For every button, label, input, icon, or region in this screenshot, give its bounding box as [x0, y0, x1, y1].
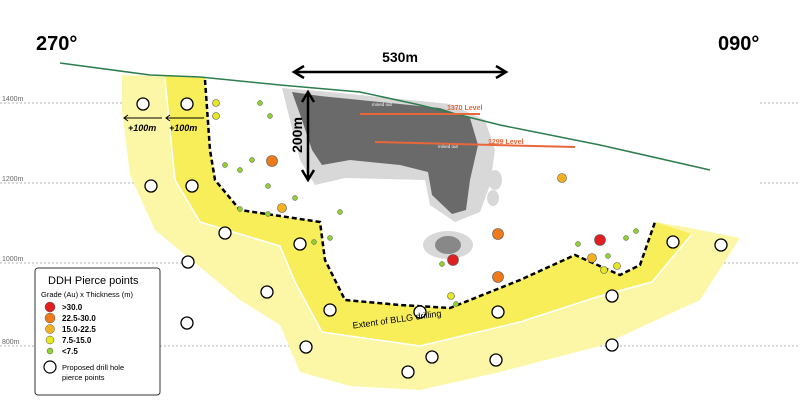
- pierce-point: [249, 157, 255, 163]
- mined-label: mined out: [438, 144, 459, 149]
- pierce-point: [623, 235, 629, 241]
- pierce-point: [491, 305, 505, 319]
- pierce-point: [413, 305, 427, 319]
- pierce-point: [613, 262, 621, 270]
- pierce-point: [492, 228, 504, 240]
- pierce-point: [180, 316, 194, 330]
- pierce-point: [447, 292, 455, 300]
- pierce-point: [453, 301, 459, 307]
- pierce-point: [144, 179, 158, 193]
- legend-item: 15.0-22.5: [62, 325, 96, 334]
- pierce-point: [633, 228, 639, 234]
- elevation-label: 1400m: [2, 96, 24, 103]
- elevation-label: 1200m: [2, 176, 24, 183]
- pierce-point: [266, 155, 278, 167]
- mined-stopes: [292, 92, 478, 214]
- pierce-point: [265, 211, 271, 217]
- level-label: 1370 Level: [447, 105, 482, 112]
- pierce-point: [293, 237, 307, 251]
- pierce-point: [212, 99, 220, 107]
- azimuth-label: 270°: [36, 33, 77, 55]
- pierce-point: [605, 338, 619, 352]
- pierce-point: [401, 365, 415, 379]
- pierce-point: [136, 97, 150, 111]
- level-label: 1299 Level: [488, 139, 523, 146]
- pierce-point: [600, 266, 608, 274]
- dimension-arrows: [291, 64, 509, 183]
- topography: [59, 62, 711, 171]
- width-label: 530m: [382, 49, 418, 65]
- pierce-point: [489, 353, 503, 367]
- legend: DDH Pierce points Grade (Au) x Thickness…: [34, 267, 161, 396]
- pierce-point: [605, 289, 619, 303]
- extent-line: [203, 79, 657, 310]
- pierce-point: [267, 113, 273, 119]
- legend-subtitle: Grade (Au) x Thickness (m): [41, 290, 133, 299]
- pierce-point: [492, 271, 504, 283]
- offset-label: +100m: [169, 123, 197, 133]
- pierce-points: [136, 97, 728, 379]
- legend-item: 22.5-30.0: [62, 314, 96, 323]
- pierce-point: [327, 235, 333, 241]
- pierce-point: [265, 183, 271, 189]
- pierce-point: [277, 203, 287, 213]
- elevation-label: 1000m: [2, 256, 24, 263]
- offset-label: +100m: [128, 123, 156, 133]
- pierce-point: [260, 285, 274, 299]
- pierce-point: [557, 173, 567, 183]
- level-lines: [360, 113, 576, 148]
- pierce-point: [666, 235, 680, 249]
- legend-item: 7.5-15.0: [62, 336, 92, 345]
- pierce-point: [594, 234, 606, 246]
- pierce-point: [185, 179, 199, 193]
- pierce-point: [439, 261, 445, 267]
- pierce-point: [299, 340, 313, 354]
- mined-label: mined out: [372, 102, 393, 107]
- pierce-point: [337, 209, 343, 215]
- pierce-point: [222, 162, 228, 168]
- pierce-point: [323, 303, 337, 317]
- pierce-point: [292, 195, 298, 201]
- pierce-point: [311, 239, 317, 245]
- legend-box: [34, 267, 161, 396]
- legend-item: pierce points: [62, 373, 105, 382]
- height-label: 200m: [289, 117, 305, 153]
- pierce-point: [587, 253, 597, 263]
- legend-item: >30.0: [62, 303, 83, 312]
- pierce-point: [575, 241, 581, 247]
- pierce-point: [605, 253, 611, 259]
- pierce-point: [180, 97, 194, 111]
- offset-arrows: [123, 114, 204, 122]
- pierce-point: [447, 254, 459, 266]
- legend-item: Proposed drill hole: [62, 363, 124, 372]
- legend-title: DDH Pierce points: [48, 275, 139, 287]
- mined-stope: [435, 236, 461, 254]
- pierce-point: [257, 100, 263, 106]
- pierce-point: [425, 350, 439, 364]
- pierce-point: [212, 112, 220, 120]
- pierce-point: [237, 206, 243, 212]
- pierce-point: [218, 226, 232, 240]
- elevation-label: 800m: [2, 339, 20, 346]
- pierce-point: [181, 255, 195, 269]
- legend-item: <7.5: [62, 347, 78, 356]
- pierce-point: [714, 238, 728, 252]
- pierce-point: [237, 167, 243, 173]
- azimuth-label: 090°: [718, 33, 759, 55]
